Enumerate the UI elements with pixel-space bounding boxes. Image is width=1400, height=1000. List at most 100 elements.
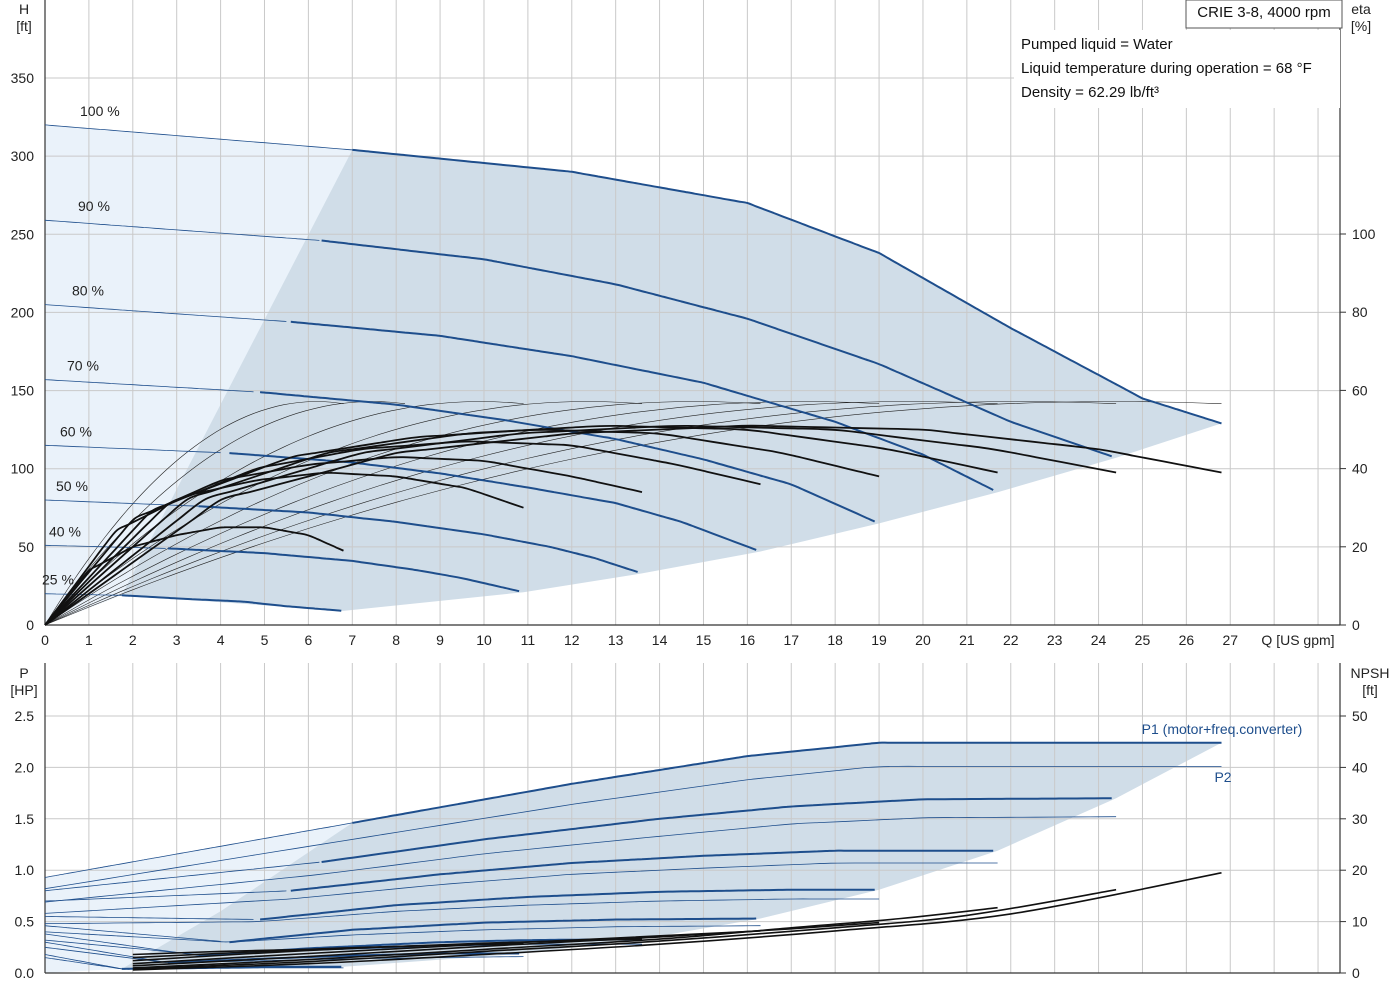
p2-curve [44,925,761,943]
y-left-tick-label: 200 [11,304,35,320]
speed-label: 60 % [60,423,92,439]
x-tick-label: 12 [564,632,580,648]
x-tick-label: 5 [261,632,269,648]
chart-title: CRIE 3-8, 4000 rpm [1197,4,1330,21]
y-right-tick-label: 20 [1352,539,1368,555]
y-right-tick-label: 60 [1352,382,1368,398]
y-right-unit-percent: [%] [1351,18,1371,34]
y-right-tick-label: 0 [1352,965,1360,981]
p1-curve-thin [44,933,199,956]
y-left-tick-label: 1.5 [15,811,35,827]
x-tick-label: 15 [696,632,712,648]
y-left-tick-label: 1.0 [15,862,35,878]
system-curve [44,401,643,626]
y-right-tick-label: 10 [1352,914,1368,930]
p2-curve [44,816,1117,903]
x-tick-label: 11 [521,632,536,648]
y-left-tick-label: 0.0 [15,965,35,981]
x-tick-label: 20 [915,632,931,648]
p1-curve [321,797,1112,863]
speed-label: 40 % [49,523,81,539]
x-tick-label: 1 [85,632,93,648]
y-right-unit-ft: [ft] [1362,682,1378,698]
y-right-tick-label: 40 [1352,759,1368,775]
info-line-temperature: Liquid temperature during operation = 68… [1021,60,1312,77]
y-right-tick-label: 20 [1352,862,1368,878]
p1-curve [229,917,757,944]
y-right-tick-label: 0 [1352,617,1360,633]
info-line-liquid: Pumped liquid = Water [1021,36,1173,53]
head-curve [290,320,994,491]
x-tick-label: 7 [348,632,356,648]
y-left-tick-label: 250 [11,226,35,242]
x-tick-label: 0 [41,632,49,648]
y-right-tick-label: 50 [1352,708,1368,724]
p1-curve [290,849,994,892]
x-tick-label: 17 [783,632,799,648]
head-curve-thin [44,544,166,549]
y-left-label-h: H [19,1,29,17]
p2-curve [44,862,998,914]
x-tick-label: 3 [173,632,181,648]
title-box: CRIE 3-8, 4000 rpm [1185,0,1343,29]
y-left-tick-label: 50 [18,539,34,555]
x-tick-label: 18 [827,632,843,648]
head-curve-thin [44,499,199,507]
efficiency-curve [44,526,344,626]
y-left-unit-hp: [HP] [10,682,37,698]
info-box: Pumped liquid = Water Liquid temperature… [1014,30,1340,108]
x-tick-label: 13 [608,632,624,648]
low-flow-region [45,822,353,973]
info-line-density: Density = 62.29 lb/ft³ [1021,84,1159,101]
system-curve [44,401,344,626]
p1-curve-thin [44,822,353,878]
x-tick-label: 25 [1135,632,1151,648]
p1-curve [260,888,875,921]
x-tick-label: 8 [392,632,400,648]
head-curve-thin [44,124,353,151]
npsh-curve [132,906,998,969]
p2-curve [44,957,344,970]
head-curve-thin [44,379,254,393]
head-curve-thin [44,444,221,454]
head-curve-thin [44,304,287,322]
y-right-tick-label: 100 [1352,226,1376,242]
x-tick-label: 14 [652,632,668,648]
y-left-tick-label: 0 [26,617,34,633]
y-left-tick-label: 2.5 [15,708,35,724]
x-tick-label: 6 [304,632,312,648]
efficiency-curve [44,456,643,626]
p1-curve-thin [44,941,166,963]
y-left-unit-ft: [ft] [16,18,32,34]
y-right-tick-label: 40 [1352,461,1368,477]
speed-label: 50 % [56,478,88,494]
head-curve [167,547,520,593]
y-right-label-npsh: NPSH [1351,665,1390,681]
p1-curve-label: P1 (motor+freq.converter) [1142,721,1303,737]
x-tick-label: 2 [129,632,137,648]
x-tick-label: 27 [1222,632,1238,648]
y-right-label-eta: eta [1351,1,1371,17]
head-curve [121,594,342,612]
head-curve-thin [44,219,320,241]
head-curve [352,148,1222,425]
head-curve [198,505,638,573]
p1-curve-thin [44,925,221,942]
p1-curve-thin [44,916,254,920]
speed-label: 70 % [67,358,99,374]
y-left-tick-label: 300 [11,148,35,164]
power-npsh-panel: 0.0 0.5 1.0 1.5 2.0 2.5 0 10 20 30 40 50 [15,663,1368,981]
p1-curve [352,741,1222,824]
npsh-curve [132,872,1222,971]
y-left-tick-label: 100 [11,461,35,477]
x-tick-label: 16 [740,632,756,648]
speed-label: 90 % [78,198,110,214]
x-tick-label: 22 [1003,632,1019,648]
npsh-curve [132,948,344,956]
efficiency-curve [44,424,1222,626]
p1-curve-thin [44,890,287,902]
speed-label: 25 % [42,572,74,588]
x-tick-label: 4 [217,632,225,648]
x-tick-label: 21 [959,632,975,648]
x-tick-label: 24 [1091,632,1107,648]
